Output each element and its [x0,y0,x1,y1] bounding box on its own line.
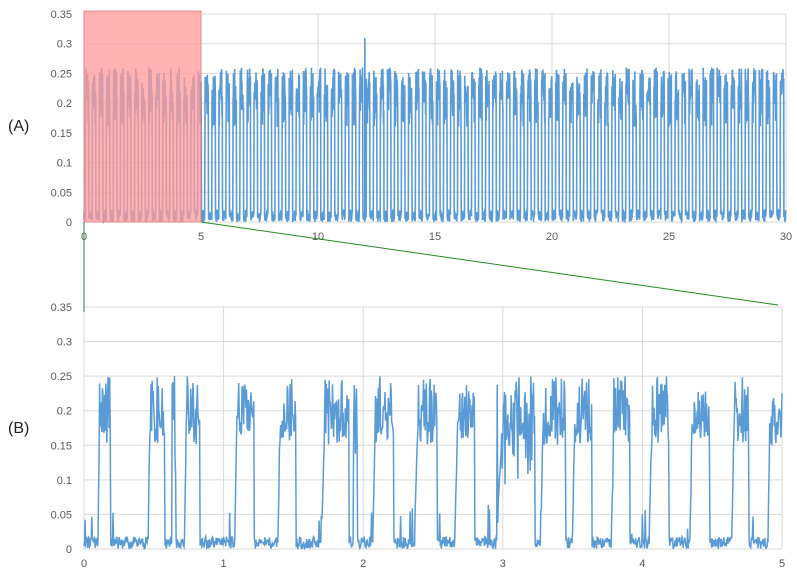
x-tick-label: 25 [663,231,675,243]
x-tick-label: 15 [429,231,441,243]
panel-b-signal-line [83,376,783,551]
y-tick-label: 0.1 [57,158,72,170]
panel-a-chart: 0 0.05 0.1 0.15 0.2 0.25 0.3 0.35 0 5 10 15 20 25 30 [51,9,793,243]
y-tick-label: 0.05 [51,187,72,199]
x-tick-label: 0 [81,558,87,570]
x-tick-label: 30 [780,231,792,243]
x-tick-label: 4 [639,558,645,570]
y-tick-label: 0 [66,544,72,556]
panel-b-y-tick-labels: 0 0.05 0.1 0.15 0.2 0.25 0.3 0.35 [51,302,72,556]
y-tick-label: 0.35 [51,9,72,21]
panel-a-y-tick-labels: 0 0.05 0.1 0.15 0.2 0.25 0.3 0.35 [51,9,72,229]
x-tick-label: 5 [779,558,785,570]
x-tick-label: 10 [312,231,324,243]
connector-right [200,221,779,306]
y-tick-label: 0.2 [57,406,72,418]
x-tick-label: 3 [500,558,506,570]
zoom-connector-lines [83,221,779,312]
y-tick-label: 0.25 [51,68,72,80]
panel-a-label: (A) [8,118,29,135]
panel-a-x-tick-labels: 051015202530 [81,231,792,243]
panel-b-label: (B) [8,420,29,437]
y-tick-label: 0 [66,217,72,229]
y-tick-label: 0.05 [51,509,72,521]
x-tick-label: 5 [198,231,204,243]
x-tick-label: 2 [360,558,366,570]
y-tick-label: 0.3 [57,39,72,51]
panel-b-chart: 0 0.05 0.1 0.15 0.2 0.25 0.3 0.35 0 1 2 3 4 5 [51,302,785,570]
y-tick-label: 0.35 [51,302,72,314]
y-tick-label: 0.15 [51,128,72,140]
y-tick-label: 0.2 [57,98,72,110]
panel-b-x-tick-labels: 0 1 2 3 4 5 [81,558,785,570]
x-tick-label: 20 [546,231,558,243]
y-tick-label: 0.1 [57,475,72,487]
y-tick-label: 0.25 [51,371,72,383]
panel-b-series [83,376,783,551]
y-tick-label: 0.15 [51,440,72,452]
x-tick-label: 1 [221,558,227,570]
panel-a-zoom-highlight [83,10,202,223]
y-tick-label: 0.3 [57,337,72,349]
